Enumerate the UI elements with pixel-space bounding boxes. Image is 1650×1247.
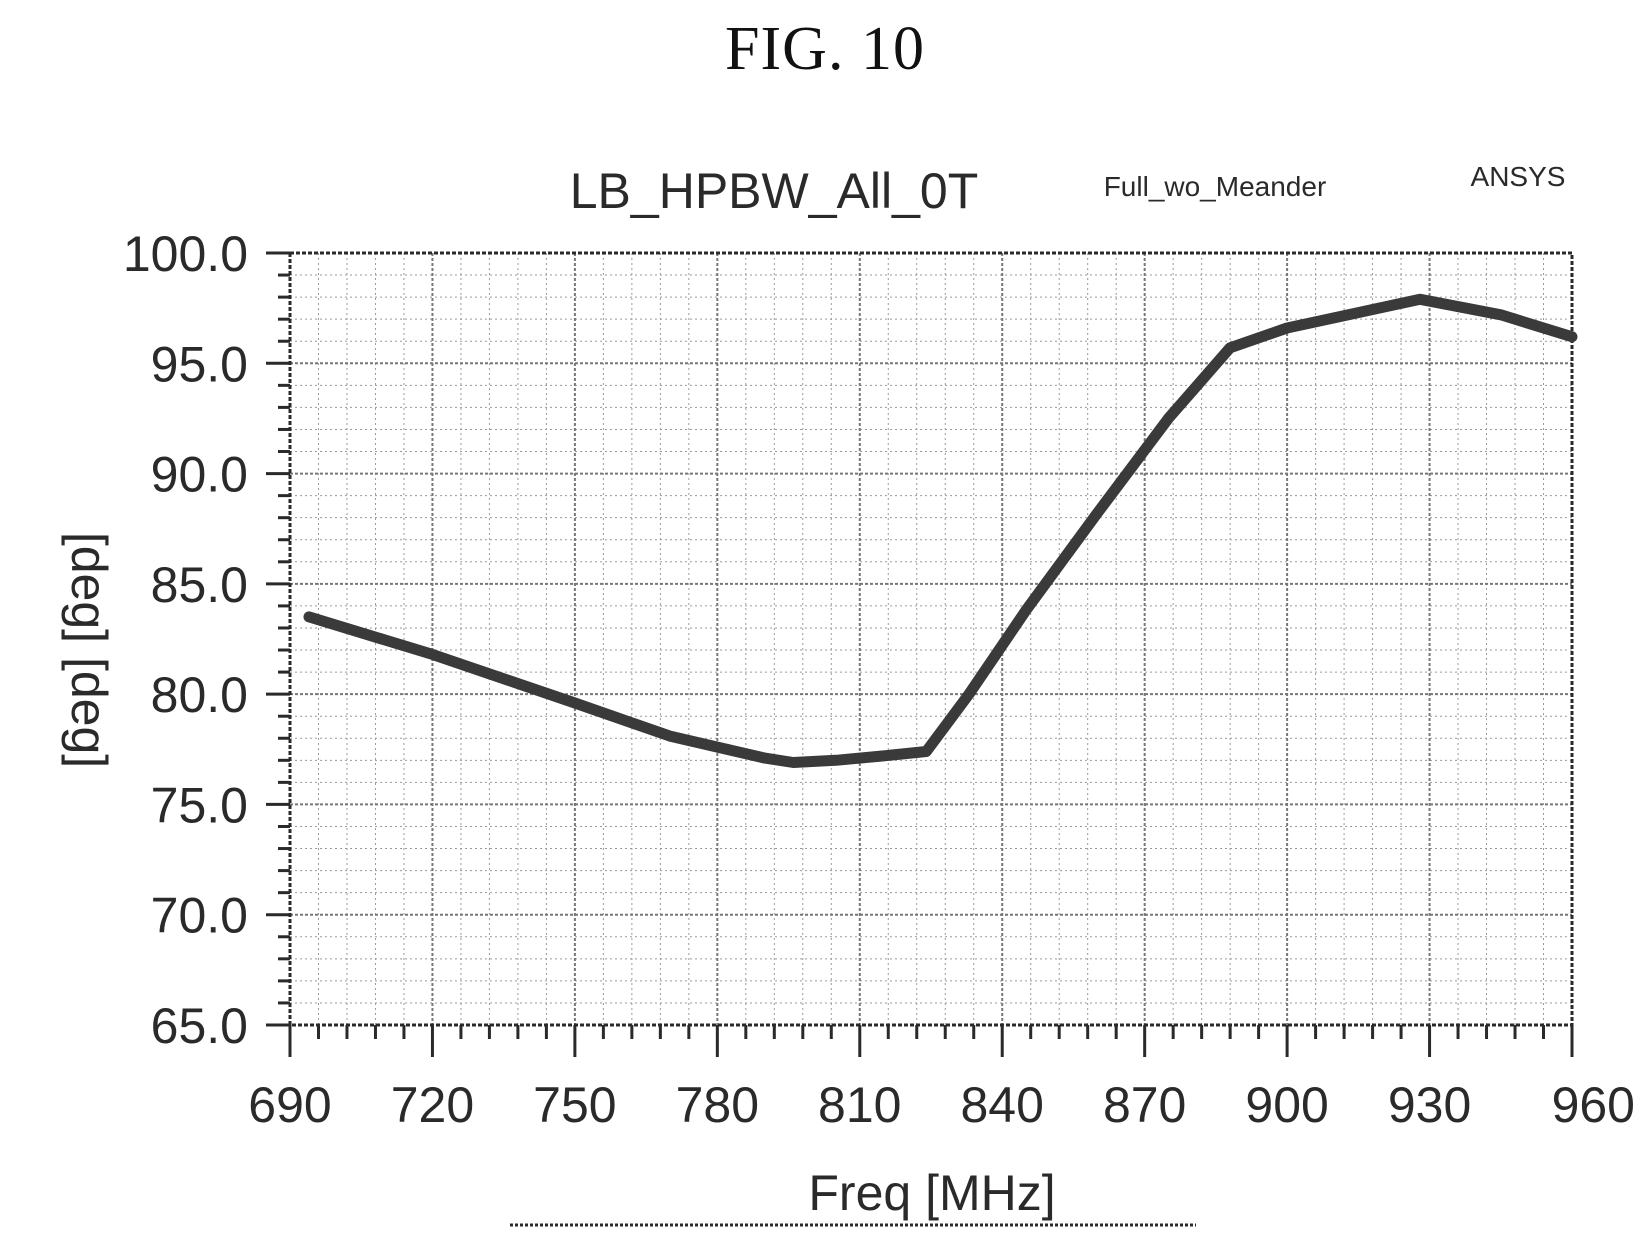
series-line [303,293,1578,768]
data-point [925,750,928,753]
data-point [573,702,576,704]
tick-labels: 690 720 750 780 810 840 870 900 930 960 100.0 95.0 9… [123,226,1635,1133]
x-tick-label: 750 [533,1077,616,1133]
y-tick-label: 85.0 [151,557,248,613]
x-tick-label: 780 [676,1077,759,1133]
x-tick-label: 870 [1103,1077,1186,1133]
series-layer [303,293,1578,768]
data-point [1229,346,1232,349]
data-point [882,754,885,757]
y-tick-label: 80.0 [151,667,248,723]
axes [266,251,1574,1057]
grid-lines [290,253,1572,1025]
data-point [1025,609,1027,612]
y-axis-title: [deg] [deg] [61,532,117,768]
x-tick-label: 690 [248,1077,331,1133]
x-tick-label: 930 [1388,1077,1471,1133]
data-point [792,761,795,764]
chart-title: LB_HPBW_All_0T [570,163,979,219]
data-point [1571,335,1573,338]
data-point [431,653,434,656]
y-tick-label: 95.0 [151,336,248,392]
data-point [1286,327,1289,329]
plot-frame [288,251,1574,1027]
x-tick-label: 960 [1552,1077,1635,1133]
data-point [1357,311,1360,314]
y-tick-label: 100.0 [123,226,248,282]
data-point [668,735,671,738]
y-tick-label: 70.0 [151,888,248,944]
chart-subtitle: Full_wo_Meander [1104,171,1327,202]
data-point [763,757,766,760]
y-tick-label: 75.0 [151,777,248,833]
ansys-brand-label: ANSYS [1471,161,1566,192]
data-point [1096,512,1099,515]
data-point [1499,313,1502,316]
x-axis-title: Freq [MHz] [808,1165,1055,1221]
figure-label: FIG. 10 [725,15,925,83]
x-tick-label: 720 [391,1077,474,1133]
y-tick-label: 65.0 [151,998,248,1054]
data-point [1167,417,1170,420]
data-point [968,693,970,696]
data-point [1419,298,1422,301]
x-tick-label: 810 [818,1077,901,1133]
x-tick-label: 840 [961,1077,1044,1133]
data-point [308,615,310,618]
y-tick-label: 90.0 [151,447,248,503]
x-tick-label: 900 [1245,1077,1328,1133]
data-point [835,759,837,762]
